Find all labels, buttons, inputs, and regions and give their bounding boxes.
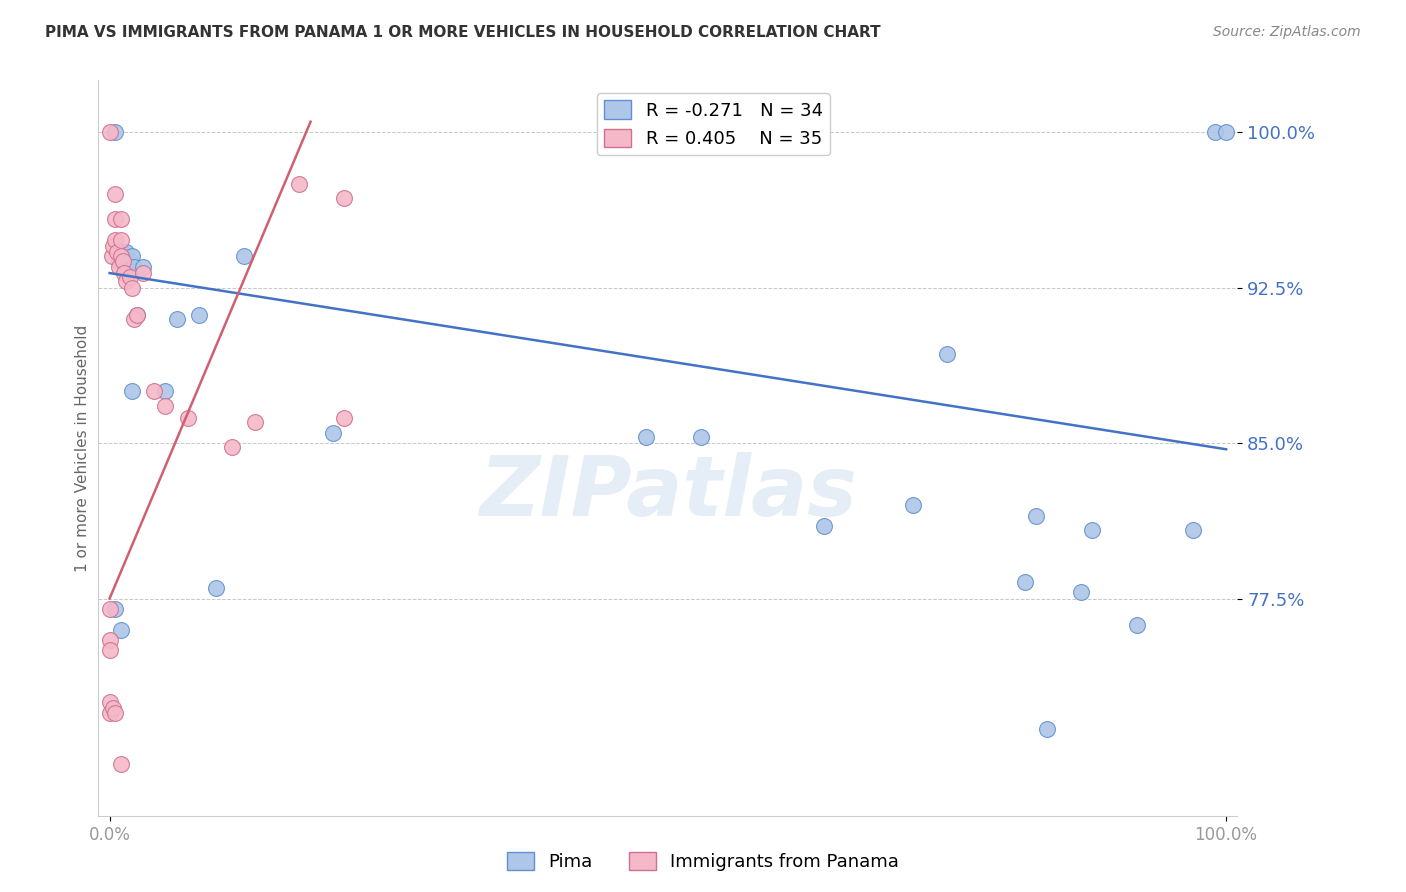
Point <box>243 415 266 429</box>
Point <box>155 384 177 399</box>
Point <box>1126 618 1149 632</box>
Point <box>232 250 254 264</box>
Point <box>118 253 141 268</box>
Point <box>121 250 143 264</box>
Point <box>288 177 311 191</box>
Text: ZIPatlas: ZIPatlas <box>479 452 856 533</box>
Point <box>115 245 138 260</box>
Point <box>1181 523 1204 537</box>
Point <box>110 757 132 772</box>
Point <box>112 266 135 280</box>
Point <box>98 602 121 616</box>
Point <box>221 440 243 454</box>
Point <box>110 212 132 227</box>
Point <box>104 187 127 202</box>
Text: Source: ZipAtlas.com: Source: ZipAtlas.com <box>1213 25 1361 39</box>
Point <box>115 260 138 274</box>
Point <box>98 643 121 657</box>
Legend: R = -0.271   N = 34, R = 0.405    N = 35: R = -0.271 N = 34, R = 0.405 N = 35 <box>598 93 830 155</box>
Y-axis label: 1 or more Vehicles in Household: 1 or more Vehicles in Household <box>75 325 90 572</box>
Point <box>132 260 155 274</box>
Point <box>107 260 129 274</box>
Point <box>121 280 143 294</box>
Point <box>101 701 124 715</box>
Point <box>121 384 143 399</box>
Point <box>132 266 155 280</box>
Point <box>690 430 713 444</box>
Point <box>187 308 209 322</box>
Point <box>122 311 145 326</box>
Point <box>333 411 356 425</box>
Point <box>903 498 925 512</box>
Point <box>101 239 124 253</box>
Point <box>107 245 129 260</box>
Point <box>118 270 141 285</box>
Text: PIMA VS IMMIGRANTS FROM PANAMA 1 OR MORE VEHICLES IN HOUSEHOLD CORRELATION CHART: PIMA VS IMMIGRANTS FROM PANAMA 1 OR MORE… <box>45 25 880 40</box>
Point <box>104 706 127 720</box>
Point <box>104 125 127 139</box>
Point <box>634 430 657 444</box>
Point <box>110 623 132 637</box>
Point <box>322 425 344 440</box>
Point <box>166 311 188 326</box>
Point <box>98 695 121 709</box>
Point <box>127 308 149 322</box>
Point <box>104 233 127 247</box>
Point <box>1014 574 1036 589</box>
Point <box>127 308 149 322</box>
Point <box>98 632 121 647</box>
Point <box>155 399 177 413</box>
Point <box>1070 585 1092 599</box>
Legend: Pima, Immigrants from Panama: Pima, Immigrants from Panama <box>499 845 907 879</box>
Point <box>1215 125 1237 139</box>
Point <box>115 274 138 288</box>
Point <box>1025 508 1047 523</box>
Point <box>1036 722 1059 736</box>
Point <box>104 602 127 616</box>
Point <box>1204 125 1226 139</box>
Point <box>813 519 835 533</box>
Point <box>111 253 134 268</box>
Point <box>936 347 959 361</box>
Point <box>204 581 226 595</box>
Point <box>98 706 121 720</box>
Point <box>110 245 132 260</box>
Point <box>1081 523 1104 537</box>
Point <box>177 411 200 425</box>
Point <box>110 233 132 247</box>
Point <box>333 191 356 205</box>
Point <box>98 125 121 139</box>
Point <box>143 384 166 399</box>
Point <box>122 260 145 274</box>
Point <box>101 250 124 264</box>
Point <box>111 253 134 268</box>
Point <box>110 250 132 264</box>
Point <box>104 212 127 227</box>
Point <box>107 253 129 268</box>
